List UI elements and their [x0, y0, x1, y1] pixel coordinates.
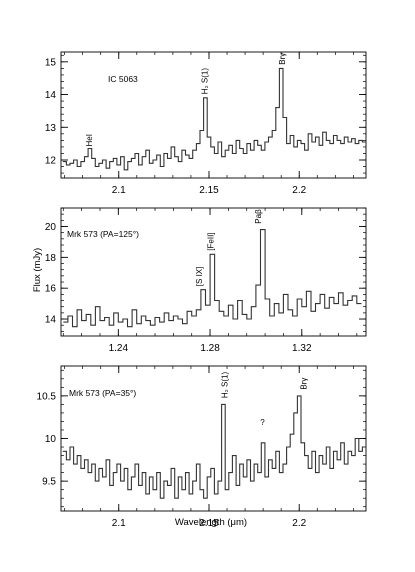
panel-ic5063: 2.1 2.15 2.2 12 13 14 15 IC 5063 HeI H₂ S(1) Brγ — [45, 51, 367, 196]
y-tick-label: 10 — [45, 434, 57, 445]
panel-title: IC 5063 — [108, 74, 138, 84]
line-annotation: Paβ — [254, 209, 263, 224]
y-tick-label: 12 — [45, 156, 57, 167]
y-tick-label: 15 — [45, 57, 57, 68]
x-tick-label: 2.2 — [292, 518, 306, 529]
plot-frame — [60, 51, 367, 179]
x-tick-label: 2.15 — [199, 185, 219, 196]
line-annotation: Brγ — [300, 378, 309, 390]
spectrum-line — [62, 395, 366, 499]
y-tick-label: 14 — [45, 315, 57, 326]
line-annotation: HeI — [85, 134, 94, 146]
line-annotation: [FeII] — [207, 232, 216, 250]
line-annotation: ? — [260, 418, 265, 427]
line-annotation: H₂ S(1) — [220, 372, 229, 399]
x-tick-label: 1.32 — [292, 343, 312, 354]
x-tick-label: 2.1 — [112, 518, 126, 529]
panel-title: Mrk 573 (PA=35°) — [69, 388, 136, 398]
x-axis-title: Wavelength (μm) — [175, 517, 247, 528]
panel-mrk573-pa125: 1.24 1.28 1.32 14 16 18 20 Mrk 573 (PA=125°) [S … — [45, 207, 367, 354]
x-tick-label: 2.2 — [292, 185, 306, 196]
plot-frame — [60, 207, 367, 337]
spectrum-line — [62, 67, 366, 171]
x-tick-label: 2.1 — [112, 185, 126, 196]
panel-title: Mrk 573 (PA=125°) — [67, 229, 139, 239]
x-tick-label: 1.24 — [109, 343, 129, 354]
x-tick-label: 2.15 — [199, 518, 219, 529]
y-tick-label: 20 — [45, 222, 57, 233]
y-tick-label: 9.5 — [42, 477, 56, 488]
y-tick-label: 18 — [45, 253, 57, 264]
spectrum-line — [63, 229, 362, 328]
y-tick-label: 10.5 — [37, 391, 57, 402]
y-tick-label: 13 — [45, 123, 57, 134]
panel-mrk573-pa35: 2.1 2.15 2.2 9.5 10 10.5 Mrk 573 (PA=35°) H₂ S(… — [37, 365, 367, 529]
line-annotation: [S IX] — [195, 267, 204, 287]
line-annotation: Brγ — [278, 53, 287, 65]
line-annotation: H₂ S(1) — [201, 68, 210, 95]
y-tick-label: 16 — [45, 284, 57, 295]
y-axis-title: Flux (mJy) — [32, 248, 43, 292]
y-tick-label: 14 — [45, 90, 57, 101]
x-tick-label: 1.28 — [200, 343, 220, 354]
